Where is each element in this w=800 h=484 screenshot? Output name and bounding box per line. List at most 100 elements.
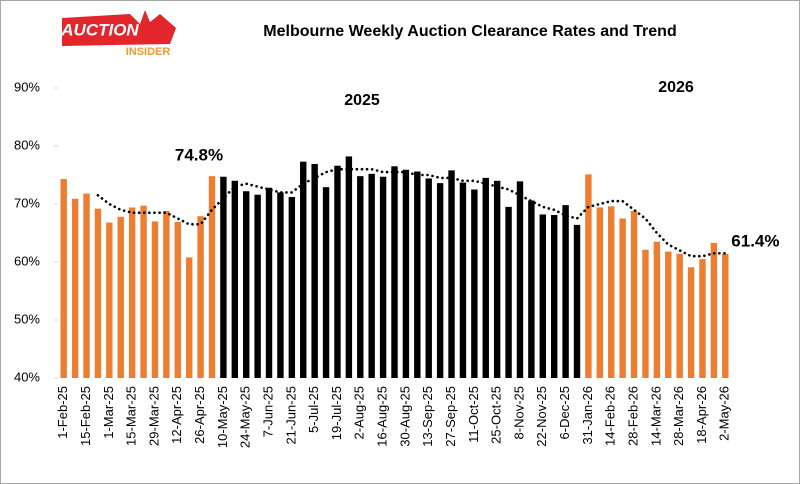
x-tick-label: 19-Jul-25 — [329, 386, 344, 440]
bar — [710, 242, 718, 378]
x-tick-label: 30-Aug-25 — [397, 386, 412, 447]
bar — [368, 173, 375, 378]
bar — [277, 192, 284, 378]
bar — [379, 176, 387, 378]
bar — [699, 259, 706, 378]
bar — [539, 214, 546, 378]
bar — [619, 218, 626, 378]
x-tick-label: 12-Apr-25 — [169, 386, 184, 444]
x-tick-label: 25-Oct-25 — [489, 386, 504, 444]
x-tick-label: 14-Feb-26 — [603, 386, 618, 446]
bar — [653, 241, 661, 378]
bar — [71, 198, 79, 378]
bar — [265, 187, 273, 378]
bar — [94, 208, 102, 378]
bar — [573, 224, 581, 378]
bar — [687, 267, 695, 378]
y-tick-label: 50% — [14, 311, 40, 326]
bar — [528, 200, 535, 378]
bar — [220, 176, 227, 378]
bar — [311, 163, 318, 378]
bar — [414, 171, 421, 378]
y-tick-label: 80% — [14, 137, 40, 152]
x-tick-label: 15-Mar-25 — [124, 386, 139, 446]
logo-badge — [62, 10, 176, 46]
y-tick-label: 40% — [14, 369, 40, 384]
bar — [505, 206, 512, 378]
x-tick-label: 15-Feb-25 — [78, 386, 93, 446]
bar — [391, 166, 398, 378]
x-tick-label: 10-May-25 — [215, 386, 230, 448]
bar — [174, 221, 181, 378]
bar — [642, 249, 649, 378]
bar — [334, 165, 341, 378]
bar — [482, 177, 489, 378]
logo-subtext: INSIDER — [126, 46, 171, 58]
x-tick-label: 28-Feb-26 — [625, 386, 640, 446]
chart-title: Melbourne Weekly Auction Clearance Rates… — [263, 23, 676, 40]
x-tick-label: 28-Mar-26 — [671, 386, 686, 446]
bar — [83, 193, 90, 378]
value-annotation: 74.8% — [175, 146, 223, 165]
y-tick-label: 90% — [14, 79, 40, 94]
bar — [106, 222, 113, 378]
logo-text: AUCTION — [60, 20, 139, 39]
x-tick-label: 18-Apr-26 — [694, 386, 709, 444]
annotation: 2026 — [658, 79, 694, 96]
bar — [471, 189, 478, 378]
x-tick-label: 31-Jan-26 — [580, 386, 595, 445]
x-tick-label: 22-Nov-25 — [534, 386, 549, 447]
bar — [630, 210, 638, 378]
bar — [550, 215, 558, 378]
bar — [140, 205, 147, 378]
logo: AUCTION INSIDER — [60, 10, 176, 58]
x-tick-label: 14-Mar-26 — [648, 386, 663, 446]
x-tick-label: 21-Jun-25 — [283, 386, 298, 445]
x-tick-label: 6-Dec-25 — [557, 386, 572, 439]
bar — [300, 161, 307, 378]
bar — [402, 169, 410, 378]
x-tick-label: 5-Jul-25 — [306, 386, 321, 433]
bar — [425, 178, 432, 378]
bar — [676, 253, 683, 378]
bar — [357, 176, 364, 378]
x-tick-label: 7-Jun-25 — [260, 386, 275, 437]
trend-line — [96, 167, 727, 258]
annotation: 2025 — [344, 92, 380, 109]
x-tick-label: 2-May-26 — [717, 386, 732, 441]
bar — [585, 174, 592, 378]
bar — [448, 170, 455, 378]
x-tick-label: 29-Mar-25 — [146, 386, 161, 446]
bar — [288, 197, 296, 378]
bar — [596, 207, 604, 378]
bar — [231, 180, 239, 378]
bar — [436, 183, 444, 378]
bar — [151, 221, 159, 378]
bar — [208, 176, 216, 378]
x-tick-label: 1-Mar-25 — [101, 386, 116, 439]
bar — [128, 207, 136, 378]
x-tick-label: 24-May-25 — [238, 386, 253, 448]
bar — [243, 191, 250, 378]
y-tick-label: 60% — [14, 253, 40, 268]
x-tick-label: 2-Aug-25 — [352, 386, 367, 439]
bar — [117, 216, 124, 378]
bar — [60, 179, 67, 378]
bar — [722, 253, 729, 378]
bar — [493, 180, 501, 378]
x-tick-label: 16-Aug-25 — [375, 386, 390, 447]
bar — [163, 210, 170, 378]
bar — [254, 194, 261, 378]
x-tick-label: 27-Sep-25 — [443, 386, 458, 447]
x-tick-label: 8-Nov-25 — [511, 386, 526, 439]
bar — [197, 216, 204, 378]
bar — [322, 187, 330, 378]
x-tick-label: 13-Sep-25 — [420, 386, 435, 447]
x-tick-label: 11-Oct-25 — [466, 386, 481, 443]
y-tick-label: 70% — [14, 195, 40, 210]
x-tick-label: 1-Feb-25 — [55, 386, 70, 439]
bar — [665, 251, 672, 378]
x-tick-label: 26-Apr-25 — [192, 386, 207, 444]
bar — [562, 205, 569, 378]
